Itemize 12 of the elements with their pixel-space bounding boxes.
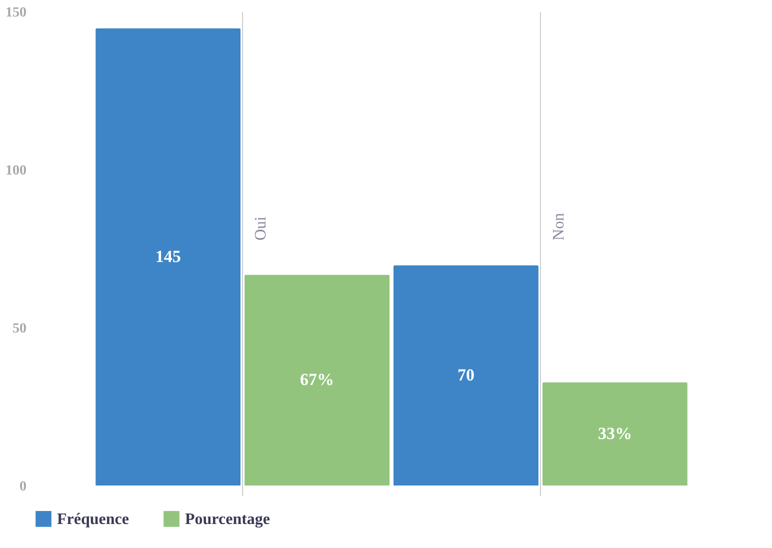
legend-label: Pourcentage [185,510,270,528]
y-tick-label: 0 [20,480,26,494]
y-tick-label: 100 [6,164,26,178]
data-label: 33% [598,424,632,443]
y-tick-label: 50 [12,322,26,336]
x-tick-label: Non [550,212,568,240]
legend-label: Fréquence [57,510,129,528]
data-label: 145 [155,246,181,266]
x-tick-label: Oui [252,216,270,240]
data-label: 70 [457,365,474,384]
y-tick-label: 150 [6,6,26,20]
data-label: 67% [300,370,334,390]
